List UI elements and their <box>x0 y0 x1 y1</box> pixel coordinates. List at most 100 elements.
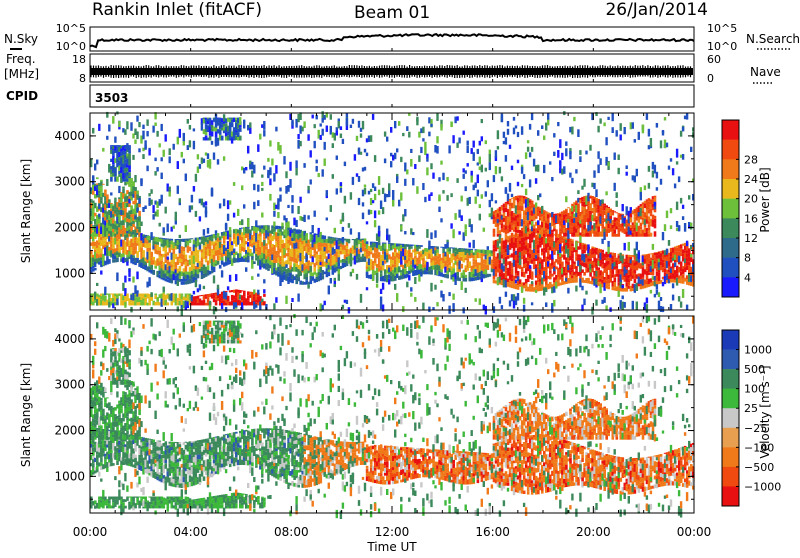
scatter-cell <box>603 228 606 232</box>
range-gate-cell <box>567 207 570 209</box>
range-gate-cell <box>289 261 292 266</box>
scatter-cell <box>438 194 441 202</box>
range-gate-cell <box>132 242 135 247</box>
scatter-cell <box>418 274 421 282</box>
range-gate-cell <box>406 271 409 274</box>
range-gate-cell <box>537 279 540 283</box>
range-gate-cell <box>520 195 524 198</box>
range-gate-cell <box>122 230 125 234</box>
range-gate-cell <box>241 232 244 237</box>
range-gate-cell <box>114 224 117 230</box>
range-gate-cell <box>120 148 123 152</box>
range-gate-cell <box>122 250 125 254</box>
range-gate-cell <box>486 255 490 261</box>
range-gate-cell <box>462 275 466 279</box>
range-gate-cell <box>609 209 612 213</box>
scatter-cell <box>528 152 532 158</box>
range-gate-cell <box>251 295 254 301</box>
scatter-cell <box>462 130 465 135</box>
range-gate-cell <box>641 202 645 205</box>
range-gate-cell <box>208 126 212 131</box>
range-gate-cell <box>237 229 240 234</box>
range-gate-cell <box>257 252 260 256</box>
range-gate-cell <box>259 236 262 242</box>
range-gate-cell <box>220 295 224 301</box>
range-gate-cell <box>522 196 526 199</box>
range-gate-cell <box>152 269 155 275</box>
range-gate-cell <box>166 267 170 271</box>
range-gate-cell <box>285 237 288 242</box>
range-gate-cell <box>551 284 554 288</box>
range-gate-cell <box>164 256 168 260</box>
scatter-cell <box>537 220 540 226</box>
range-gate-cell <box>132 237 135 243</box>
scatter-cell <box>426 153 429 159</box>
range-gate-cell <box>98 182 101 186</box>
scatter-cell <box>178 244 181 254</box>
range-gate-cell <box>202 236 206 242</box>
range-gate-cell <box>251 252 254 256</box>
range-gate-cell <box>178 271 182 276</box>
scatter-cell <box>142 124 145 129</box>
range-gate-cell <box>577 254 580 258</box>
range-gate-cell <box>617 214 621 219</box>
range-gate-cell <box>224 126 228 133</box>
range-gate-cell <box>325 268 329 274</box>
range-gate-cell <box>212 244 216 251</box>
scatter-cell <box>188 259 192 265</box>
range-gate-cell <box>353 248 357 253</box>
scatter-cell <box>498 246 502 254</box>
scatter-cell <box>351 176 355 185</box>
range-gate-cell <box>343 263 347 267</box>
scatter-cell <box>448 145 451 154</box>
scatter-cell <box>329 205 332 212</box>
range-gate-cell <box>599 249 602 253</box>
range-gate-cell <box>557 259 560 265</box>
range-gate-cell <box>480 249 484 254</box>
range-gate-cell <box>247 246 250 253</box>
scatter-cell <box>327 265 330 270</box>
range-gate-cell <box>126 203 129 208</box>
scatter-cell <box>329 278 332 284</box>
range-gate-cell <box>484 269 488 275</box>
range-gate-cell <box>528 240 532 244</box>
range-gate-cell <box>569 243 572 247</box>
scatter-cell <box>448 292 451 297</box>
range-gate-cell <box>575 273 578 277</box>
range-gate-cell <box>134 210 137 215</box>
range-gate-cell <box>476 252 480 259</box>
range-gate-cell <box>323 235 327 240</box>
range-gate-cell <box>98 242 101 245</box>
range-gate-cell <box>196 250 200 255</box>
range-gate-cell <box>204 266 208 272</box>
range-gate-cell <box>144 293 147 295</box>
range-gate-cell <box>587 213 590 219</box>
scatter-cell <box>504 137 508 145</box>
range-gate-cell <box>237 289 240 293</box>
range-gate-cell <box>377 252 381 258</box>
scatter-cell <box>530 302 534 306</box>
range-gate-cell <box>422 270 425 275</box>
range-gate-cell <box>251 292 254 296</box>
range-gate-cell <box>373 242 377 248</box>
range-gate-cell <box>243 255 246 259</box>
range-gate-cell <box>438 258 441 263</box>
range-gate-cell <box>106 241 109 247</box>
range-gate-cell <box>504 248 508 253</box>
range-gate-cell <box>539 230 542 233</box>
range-gate-cell <box>633 273 637 279</box>
range-gate-cell <box>237 299 240 306</box>
scatter-cell <box>210 187 214 196</box>
scatter-cell <box>299 216 302 221</box>
range-gate-cell <box>629 276 633 281</box>
scatter-cell <box>462 168 465 173</box>
range-gate-cell <box>539 236 542 241</box>
scatter-cell <box>134 229 137 237</box>
scatter-cell <box>355 173 359 177</box>
scatter-cell <box>313 210 316 217</box>
range-gate-cell <box>641 264 645 268</box>
scatter-cell <box>641 260 645 266</box>
scatter-cell <box>120 162 123 172</box>
scatter-cell <box>168 294 171 301</box>
range-gate-cell <box>130 231 133 237</box>
